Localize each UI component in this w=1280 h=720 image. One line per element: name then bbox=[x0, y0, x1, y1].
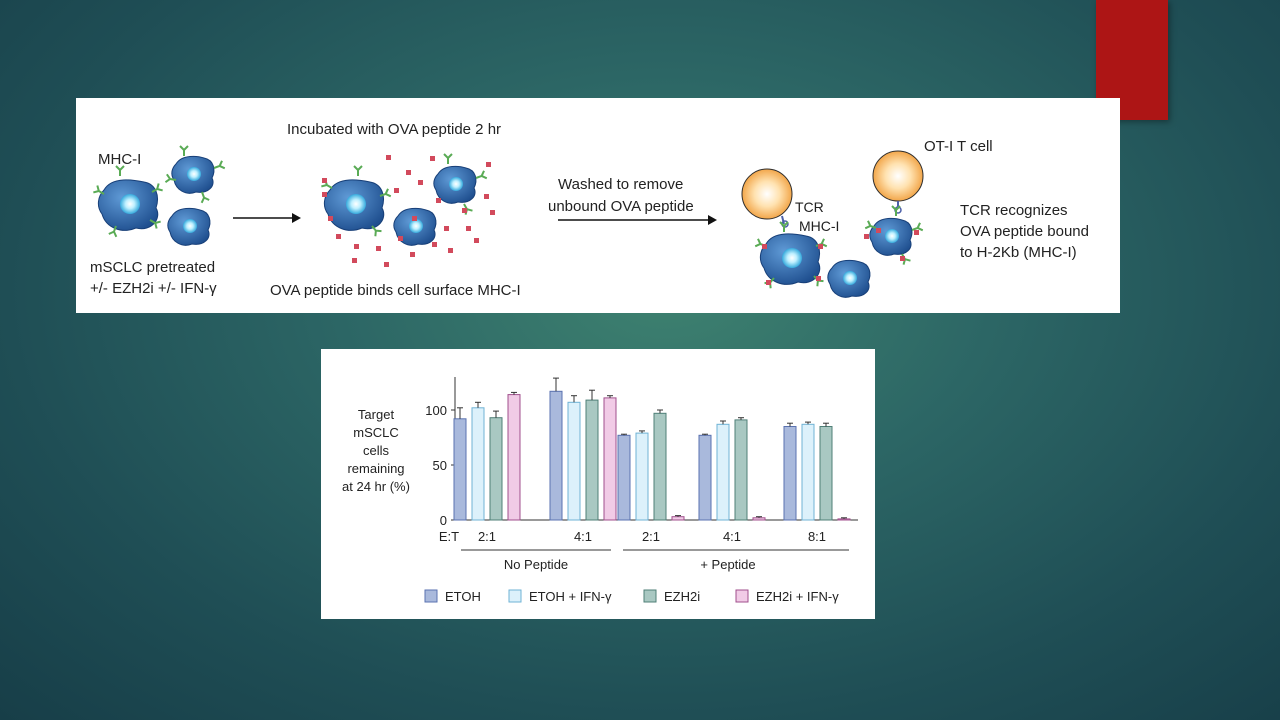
x-tick-label: 2:1 bbox=[642, 529, 660, 544]
recognizes-line1: TCR recognizes bbox=[960, 202, 1068, 219]
legend-swatch bbox=[424, 589, 438, 603]
y-label-line: Target bbox=[358, 407, 395, 422]
incubated-label: Incubated with OVA peptide 2 hr bbox=[287, 121, 501, 138]
group-label: No Peptide bbox=[504, 557, 568, 572]
et-label: E:T bbox=[439, 529, 459, 544]
bar bbox=[837, 518, 851, 521]
x-tick-label: 4:1 bbox=[574, 529, 592, 544]
bar bbox=[801, 423, 815, 521]
bar bbox=[567, 401, 581, 521]
binds-label: OVA peptide binds cell surface MHC-I bbox=[270, 282, 521, 299]
y-label-line: cells bbox=[363, 443, 390, 458]
bar bbox=[635, 432, 649, 521]
cell-group-incubated bbox=[320, 153, 495, 267]
bar bbox=[734, 419, 748, 521]
ova-peptides bbox=[322, 155, 495, 267]
legend-swatch bbox=[643, 589, 657, 603]
legend-swatch bbox=[735, 589, 749, 603]
bar bbox=[653, 412, 667, 521]
pretreated-line2: +/- EZH2i +/- IFN-γ bbox=[90, 280, 217, 297]
mhc-label: MHC-I bbox=[98, 151, 141, 168]
y-tick-label: 0 bbox=[440, 513, 447, 528]
legend: ETOH ETOH + IFN-γ EZH2i EZH2i + IFN-γ bbox=[424, 589, 839, 604]
recognizes-line3: to H-2Kb (MHC-I) bbox=[960, 244, 1077, 261]
x-tick-label: 4:1 bbox=[723, 529, 741, 544]
legend-label: EZH2i bbox=[664, 589, 700, 604]
bar bbox=[671, 516, 685, 521]
y-label-line: mSCLC bbox=[353, 425, 399, 440]
bar bbox=[603, 397, 617, 521]
x-axis-labels: E:T 2:1 4:1 2:1 4:1 8:1 No Peptide + Peptide bbox=[439, 529, 849, 572]
bar bbox=[549, 390, 563, 521]
ot1-label: OT-I T cell bbox=[924, 138, 993, 155]
x-tick-label: 2:1 bbox=[478, 529, 496, 544]
bar bbox=[617, 434, 631, 521]
washed-line2: unbound OVA peptide bbox=[548, 198, 694, 215]
washed-line1: Washed to remove bbox=[558, 176, 683, 193]
y-label-line: at 24 hr (%) bbox=[342, 479, 410, 494]
bar bbox=[453, 418, 467, 521]
bar bbox=[752, 517, 766, 521]
bar bbox=[507, 394, 521, 521]
x-tick-label: 8:1 bbox=[808, 529, 826, 544]
chart-panel: Target mSCLC cells remaining at 24 hr (%) 0 5… bbox=[321, 349, 875, 619]
legend-label: EZH2i + IFN-γ bbox=[756, 589, 839, 604]
bar bbox=[819, 426, 833, 521]
bar-chart: Target mSCLC cells remaining at 24 hr (%) 0 5… bbox=[342, 377, 858, 604]
y-axis-label: Target mSCLC cells remaining at 24 hr (%) bbox=[342, 407, 410, 494]
legend-label: ETOH bbox=[445, 589, 481, 604]
bar bbox=[783, 426, 797, 521]
legend-label: ETOH + IFN-γ bbox=[529, 589, 612, 604]
y-tick-label: 100 bbox=[425, 403, 447, 418]
mhc-small-label: MHC-I bbox=[799, 218, 839, 234]
bar bbox=[716, 423, 730, 521]
arrow-incubate bbox=[233, 213, 301, 223]
tcr-label: TCR bbox=[795, 199, 824, 215]
bar bbox=[698, 434, 712, 521]
group-label: + Peptide bbox=[700, 557, 755, 572]
tcell-interaction bbox=[741, 150, 924, 298]
bar bbox=[489, 417, 503, 521]
pretreated-line1: mSCLC pretreated bbox=[90, 259, 215, 276]
assay-diagram-svg: MHC-I mSCLC pretreated +/- EZH2i +/- IFN… bbox=[90, 121, 1089, 299]
y-label-line: remaining bbox=[347, 461, 404, 476]
bar bbox=[585, 399, 599, 521]
bars bbox=[453, 377, 851, 521]
legend-swatch bbox=[508, 589, 522, 603]
assay-diagram: MHC-I mSCLC pretreated +/- EZH2i +/- IFN… bbox=[76, 98, 1120, 313]
recognizes-line2: OVA peptide bound bbox=[960, 223, 1089, 240]
bar bbox=[471, 407, 485, 521]
arrow-wash bbox=[558, 215, 717, 225]
y-tick-label: 50 bbox=[433, 458, 447, 473]
